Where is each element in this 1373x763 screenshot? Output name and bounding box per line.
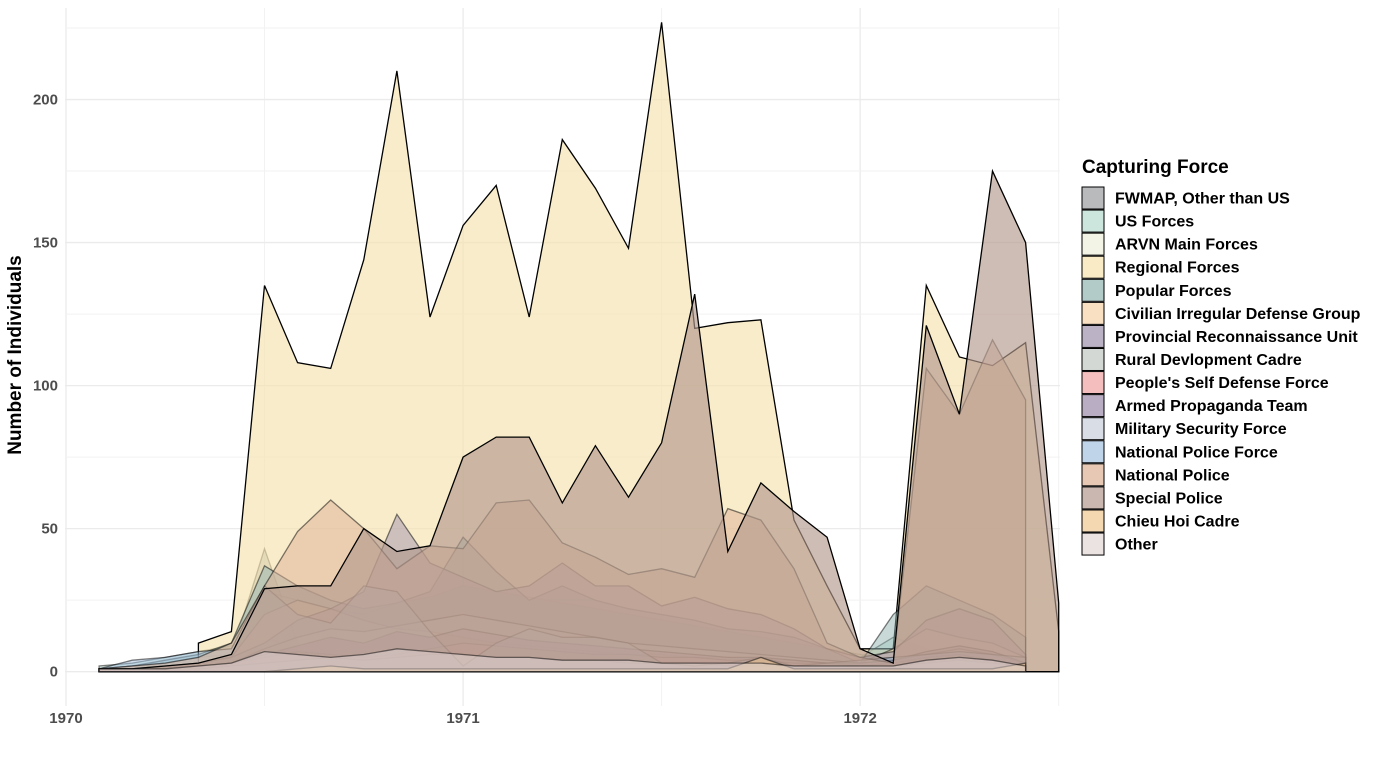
legend-label: Provincial Reconnaissance Unit [1115,329,1358,346]
legend-label: Regional Forces [1115,260,1240,277]
legend-label: Rural Devlopment Cadre [1115,352,1302,369]
x-tick-label: 1972 [843,710,876,727]
legend-swatch [1081,394,1105,418]
legend-label: People's Self Defense Force [1115,375,1329,392]
legend-label: Armed Propaganda Team [1115,398,1308,415]
y-tick-label: 0 [50,664,58,681]
legend-swatch [1081,232,1105,256]
x-tick-label: 1971 [446,710,479,727]
legend-label: National Police [1115,467,1230,484]
legend-label: Special Police [1115,490,1223,507]
legend-label: Other [1115,537,1158,554]
legend-label: ARVN Main Forces [1115,237,1258,254]
legend-swatch [1081,186,1105,210]
legend-label: Military Security Force [1115,421,1287,438]
legend-label: FWMAP, Other than US [1115,191,1290,208]
legend-swatch [1081,440,1105,464]
legend-swatch [1081,324,1105,348]
x-tick-label: 1970 [49,710,82,727]
legend-swatch [1081,347,1105,371]
y-tick-label: 100 [33,378,58,395]
legend-swatch [1081,486,1105,510]
legend-swatch [1081,463,1105,487]
legend-swatch [1081,301,1105,325]
y-axis-title: Number of Individuals [5,255,26,455]
area-series-13 [98,168,1060,673]
legend-label: National Police Force [1115,444,1278,461]
y-axis-ticks: 0 50 100 150 200 [33,92,58,681]
legend-items: FWMAP, Other than US US Forces ARVN Main F… [1081,186,1361,556]
legend-swatch [1081,278,1105,302]
legend-swatch [1081,417,1105,441]
legend: Capturing Force FWMAP, Other than US US F… [1081,157,1361,556]
plot-areas [98,22,1060,673]
legend-label: Popular Forces [1115,283,1232,300]
legend-label: Civilian Irregular Defense Group [1115,306,1361,323]
legend-title: Capturing Force [1082,157,1229,178]
legend-swatch [1081,255,1105,279]
area-series-15 [98,648,1027,673]
legend-swatch [1081,509,1105,533]
legend-swatch [1081,371,1105,395]
area-series-3 [197,22,1060,673]
x-axis-ticks: 1970 1971 1972 [49,710,877,727]
legend-label: Chieu Hoi Cadre [1115,513,1240,530]
legend-swatch [1081,209,1105,233]
legend-swatch [1081,532,1105,556]
y-tick-label: 150 [33,235,58,252]
y-tick-label: 200 [33,92,58,109]
legend-label: US Forces [1115,214,1194,231]
y-tick-label: 50 [41,521,58,538]
